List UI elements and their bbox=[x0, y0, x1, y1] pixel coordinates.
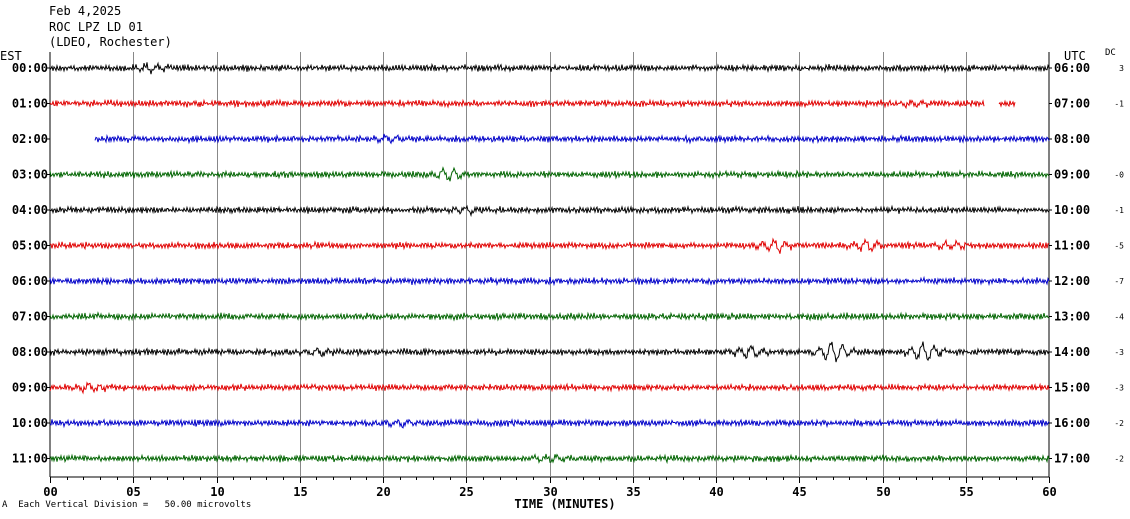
trace-line bbox=[49, 417, 1050, 429]
est-hour-label: 03:00 bbox=[12, 168, 48, 182]
dc-offset-label: -3 bbox=[1114, 384, 1124, 393]
dc-offset-label: 3 bbox=[1119, 64, 1124, 73]
utc-hour-label: 11:00 bbox=[1054, 239, 1090, 253]
est-hour-label: 11:00 bbox=[12, 452, 48, 466]
x-tick-label: 25 bbox=[459, 485, 473, 499]
trace-line bbox=[998, 99, 1016, 108]
trace-line bbox=[49, 204, 1050, 218]
est-hour-label: 06:00 bbox=[12, 274, 48, 288]
utc-label: UTC bbox=[1064, 49, 1086, 63]
x-tick-label: 40 bbox=[709, 485, 723, 499]
utc-hour-label: 10:00 bbox=[1054, 203, 1090, 217]
est-hour-label: 02:00 bbox=[12, 132, 48, 146]
network-label: (LDEO, Rochester) bbox=[49, 35, 172, 49]
date-label: Feb 4,2025 bbox=[49, 4, 122, 18]
dc-offset-label: -0 bbox=[1114, 171, 1124, 180]
x-tick-label: 00 bbox=[43, 485, 57, 499]
dc-offset-label: -5 bbox=[1114, 242, 1124, 251]
utc-hour-label: 14:00 bbox=[1054, 345, 1090, 359]
utc-hour-label: 08:00 bbox=[1054, 132, 1090, 146]
utc-hour-label: 16:00 bbox=[1054, 416, 1090, 430]
trace-line bbox=[49, 311, 1050, 322]
utc-hour-label: 09:00 bbox=[1054, 168, 1090, 182]
x-tick-label: 55 bbox=[959, 485, 973, 499]
trace-line bbox=[49, 453, 1050, 465]
x-tick-label: 50 bbox=[876, 485, 890, 499]
est-hour-label: 09:00 bbox=[12, 381, 48, 395]
trace-line bbox=[49, 166, 1050, 182]
footer-mark: A bbox=[2, 500, 8, 510]
dc-offset-label: -2 bbox=[1114, 419, 1124, 428]
est-hour-label: 05:00 bbox=[12, 239, 48, 253]
dc-offset-label: -3 bbox=[1114, 348, 1124, 357]
x-tick-label: 15 bbox=[293, 485, 307, 499]
utc-hour-label: 13:00 bbox=[1054, 310, 1090, 324]
x-tick-label: 05 bbox=[126, 485, 140, 499]
dc-offset-label: -7 bbox=[1114, 277, 1124, 286]
x-tick-label: 45 bbox=[792, 485, 806, 499]
x-tick-label: 60 bbox=[1042, 485, 1056, 499]
dc-offset-label: -1 bbox=[1114, 206, 1124, 215]
x-tick-label: 10 bbox=[210, 485, 224, 499]
trace-line bbox=[94, 133, 1050, 145]
dc-header: DC bbox=[1105, 48, 1116, 58]
dc-offset-label: -1 bbox=[1114, 100, 1124, 109]
utc-hour-label: 12:00 bbox=[1054, 274, 1090, 288]
trace-line bbox=[49, 61, 1050, 75]
scale-note: A Each Vertical Division = 50.00 microvo… bbox=[2, 500, 251, 510]
x-tick-label: 20 bbox=[376, 485, 390, 499]
est-hour-label: 10:00 bbox=[12, 416, 48, 430]
dc-offset-label: -4 bbox=[1114, 313, 1124, 322]
x-tick-label: 30 bbox=[543, 485, 557, 499]
est-hour-label: 07:00 bbox=[12, 310, 48, 324]
dc-offset-label: -2 bbox=[1114, 455, 1124, 464]
est-hour-label: 01:00 bbox=[12, 97, 48, 111]
est-hour-label: 00:00 bbox=[12, 61, 48, 75]
utc-hour-label: 07:00 bbox=[1054, 97, 1090, 111]
x-axis-label: TIME (MINUTES) bbox=[514, 497, 616, 511]
station-label: ROC LPZ LD 01 bbox=[49, 20, 143, 34]
est-label: EST bbox=[0, 49, 22, 63]
trace-line bbox=[49, 381, 1050, 395]
utc-hour-label: 06:00 bbox=[1054, 61, 1090, 75]
x-tick-label: 35 bbox=[626, 485, 640, 499]
scale-note-text: Each Vertical Division = 50.00 microvolt… bbox=[18, 500, 252, 510]
trace-line bbox=[49, 341, 1050, 363]
trace-line bbox=[49, 237, 1050, 254]
trace-line bbox=[49, 98, 985, 110]
est-hour-label: 04:00 bbox=[12, 203, 48, 217]
utc-hour-label: 17:00 bbox=[1054, 452, 1090, 466]
trace-line bbox=[49, 275, 1050, 287]
est-hour-label: 08:00 bbox=[12, 345, 48, 359]
utc-hour-label: 15:00 bbox=[1054, 381, 1090, 395]
